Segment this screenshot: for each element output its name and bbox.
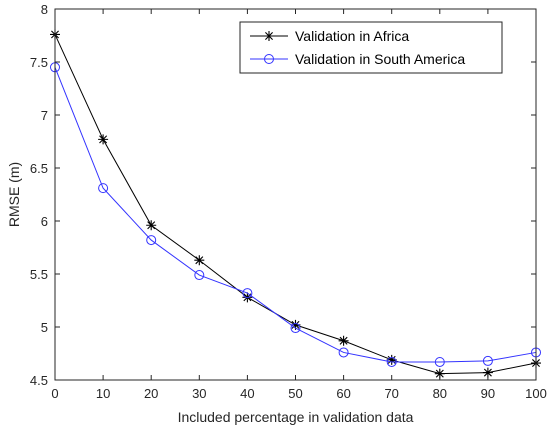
x-tick-label: 20 [144, 386, 158, 401]
data-point-circle [98, 183, 109, 194]
y-tick-label: 7.5 [30, 55, 48, 70]
x-tick-label: 0 [51, 386, 58, 401]
x-tick-label: 10 [96, 386, 110, 401]
x-tick-label: 30 [192, 386, 206, 401]
data-point-circle [386, 356, 397, 367]
data-point-asterisk [290, 319, 301, 330]
y-tick-label: 6 [41, 214, 48, 229]
legend-label: Validation in South America [295, 51, 465, 67]
y-tick-label: 5.5 [30, 267, 48, 282]
series-line [54, 67, 537, 363]
series-layer [50, 29, 541, 379]
legend-marker-circle [264, 54, 274, 64]
legend-box [239, 21, 503, 74]
y-tick-label: 4.5 [30, 373, 48, 388]
data-point-circle [194, 270, 205, 281]
y-axis-label: RMSE (m) [6, 162, 22, 227]
x-tick-label: 60 [336, 386, 350, 401]
data-point-asterisk [194, 255, 205, 266]
y-tick-label: 7 [41, 108, 48, 123]
data-point-asterisk [338, 335, 349, 346]
legend: Validation in Africa Validation in South … [239, 21, 503, 74]
x-tick-label: 50 [288, 386, 302, 401]
ticks-layer: 0 10 20 30 40 50 60 70 80 90 100 4.5 5 5.5 6 6.5 7 7.5 8 [30, 2, 547, 401]
data-point-asterisk [98, 134, 109, 145]
y-tick-label: 8 [41, 2, 48, 17]
data-point-circle [434, 356, 445, 367]
data-point-asterisk [434, 368, 445, 379]
series-0 [50, 29, 541, 379]
data-point-circle [482, 355, 493, 366]
data-point-circle [146, 235, 157, 246]
legend-label: Validation in Africa [295, 28, 409, 44]
x-tick-label: 40 [240, 386, 254, 401]
y-tick-label: 5 [41, 320, 48, 335]
data-point-circle [242, 288, 253, 299]
data-point-asterisk [482, 367, 493, 378]
y-tick-label: 6.5 [30, 161, 48, 176]
data-point-asterisk [146, 220, 157, 231]
data-point-circle [290, 323, 301, 334]
x-tick-label: 100 [525, 386, 547, 401]
data-point-asterisk [386, 354, 397, 365]
legend-marker-asterisk [264, 31, 274, 41]
x-axis-label: Included percentage in validation data [178, 409, 414, 425]
x-tick-label: 90 [481, 386, 495, 401]
data-point-circle [338, 347, 349, 358]
x-tick-label: 80 [433, 386, 447, 401]
x-tick-label: 70 [384, 386, 398, 401]
